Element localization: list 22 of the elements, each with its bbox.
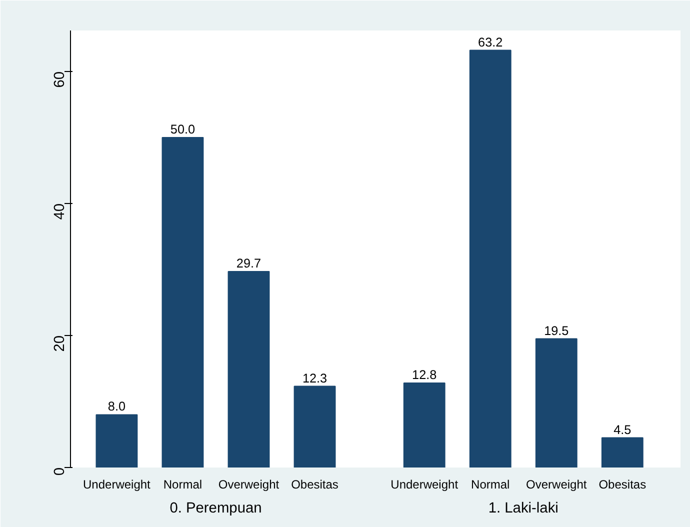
text: 0. Perempuan — [170, 500, 262, 516]
data-label: 63.2 — [478, 35, 503, 50]
x-tick-label: Normal — [163, 478, 202, 492]
x-tick-label: Obesitas — [291, 478, 338, 492]
data-label: 12.8 — [412, 368, 437, 382]
data-label: 12.3 — [302, 371, 328, 386]
y-tick-label: 20 — [52, 335, 68, 352]
data-label: 50.0 — [170, 122, 196, 136]
text: 1. Laki-laki — [488, 500, 558, 516]
y-tick-label: 40 — [52, 203, 68, 220]
x-tick-label: Normal — [471, 478, 510, 492]
data-label: 8.0 — [108, 400, 126, 414]
y-tick-label: 60 — [52, 71, 68, 88]
x-tick-label: Underweight — [390, 478, 459, 492]
x-tick-label: Underweight — [83, 478, 152, 492]
data-label: 29.7 — [236, 256, 262, 270]
data-label: 4.5 — [614, 422, 632, 437]
data-label: 19.5 — [544, 324, 569, 338]
x-tick-label: Overweight — [218, 478, 280, 492]
x-tick-label: Obesitas — [598, 478, 646, 492]
y-tick-label: 0 — [52, 467, 68, 476]
x-tick-label: Overweight — [526, 478, 588, 492]
